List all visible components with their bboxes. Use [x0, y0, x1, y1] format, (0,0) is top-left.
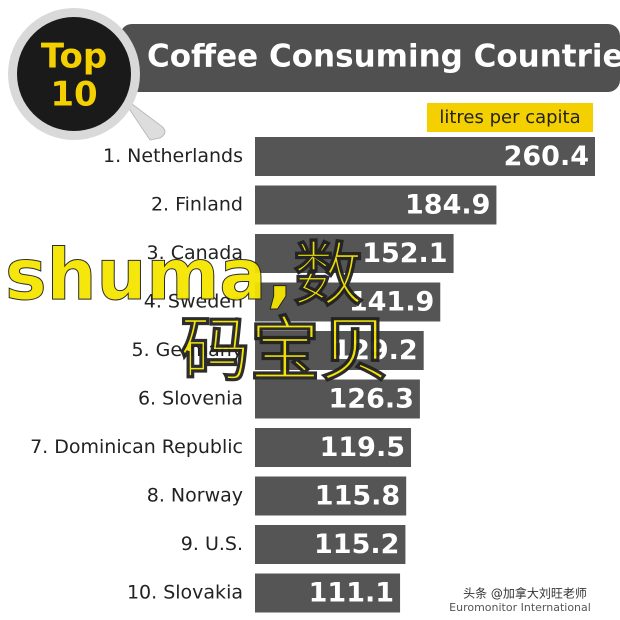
value-label: 141.9	[349, 287, 434, 318]
bar	[255, 137, 595, 176]
value-label: 126.3	[329, 384, 414, 415]
category-label: 9. U.S.	[181, 533, 243, 555]
value-label: 111.1	[309, 578, 394, 609]
bar	[255, 476, 407, 516]
watermark-credit: 头条 @加拿大刘旺老师	[463, 586, 587, 601]
bar	[255, 282, 441, 322]
value-label: 129.2	[332, 335, 417, 366]
value-label: 115.8	[315, 481, 400, 512]
watermark: 码宝贝	[180, 309, 390, 391]
bar	[255, 428, 412, 467]
category-label: 3. Canada	[147, 242, 243, 264]
bar	[255, 379, 420, 419]
category-label: 7. Dominican Republic	[30, 436, 243, 458]
value-label: 119.5	[320, 432, 405, 463]
category-label: 8. Norway	[147, 485, 243, 507]
category-label: 2. Finland	[151, 194, 243, 216]
unit-label: litres per capita	[439, 107, 580, 128]
value-label: 115.2	[314, 529, 399, 560]
bar	[255, 525, 406, 564]
category-label: 5. Germany	[132, 339, 244, 361]
cup-coffee	[17, 17, 131, 131]
bar	[255, 185, 497, 225]
title-banner	[120, 24, 620, 92]
bar	[255, 573, 401, 613]
chart-title: Coffee Consuming Countries	[147, 39, 620, 75]
category-label: 6. Slovenia	[138, 388, 243, 410]
value-label: 260.4	[504, 141, 589, 172]
watermark: shuma,数	[5, 234, 363, 316]
value-label: 152.1	[362, 238, 447, 269]
bar	[255, 234, 454, 273]
category-label: 4. Sweden	[144, 291, 243, 313]
unit-box	[427, 103, 593, 132]
badge-ten: 10	[50, 75, 97, 115]
value-label: 184.9	[405, 190, 490, 221]
category-label: 1. Netherlands	[103, 145, 243, 167]
bar	[255, 331, 424, 370]
badge-top: Top	[41, 37, 107, 77]
source: Euromonitor International	[449, 601, 591, 614]
category-label: 10. Slovakia	[127, 582, 243, 604]
